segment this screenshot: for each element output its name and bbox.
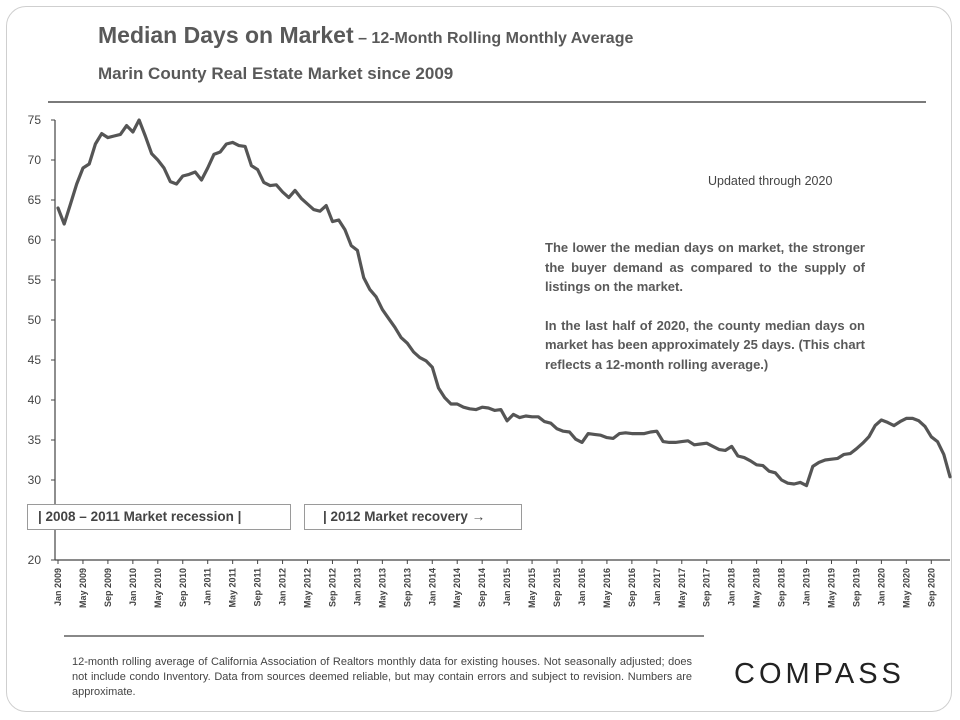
x-tick-label: May 2019	[826, 568, 836, 608]
x-tick-label: Jan 2015	[502, 568, 512, 606]
chart-frame	[6, 6, 952, 712]
y-tick-label: 40	[28, 393, 42, 407]
x-tick-label: Sep 2019	[851, 568, 861, 607]
series-line-median-dom	[56, 118, 952, 488]
x-tick-label: May 2018	[752, 568, 762, 608]
x-tick-label: Jan 2017	[652, 568, 662, 606]
x-tick-label: Jan 2011	[203, 568, 213, 606]
note-paragraph-2: In the last half of 2020, the county med…	[545, 317, 865, 372]
header-divider	[48, 101, 926, 103]
x-tick-label: Jan 2019	[802, 568, 812, 606]
x-tick-label: Jan 2018	[727, 568, 737, 606]
x-tick-label: Jan 2010	[128, 568, 138, 606]
x-axis-ticks: Jan 2009 May 2009 Sep 2009 Jan 2010 May 2010…	[53, 560, 936, 608]
x-tick-label: May 2013	[377, 568, 387, 608]
recovery-label-box: | 2012 Market recovery →	[304, 504, 522, 530]
recession-label-box: | 2008 – 2011 Market recession |	[27, 504, 291, 530]
x-tick-label: May 2016	[602, 568, 612, 608]
x-tick-label: May 2017	[677, 568, 687, 608]
y-tick-label: 30	[28, 473, 42, 487]
x-tick-label: Sep 2017	[702, 568, 712, 607]
x-tick-label: May 2011	[228, 568, 238, 608]
x-tick-label: Sep 2009	[103, 568, 113, 607]
annotation-note: The lower the median days on market, the…	[545, 238, 865, 393]
x-tick-label: Sep 2018	[777, 568, 787, 607]
y-tick-label: 20	[28, 553, 42, 567]
x-tick-label: Sep 2015	[552, 568, 562, 607]
title-sub: – 12-Month Rolling Monthly Average	[353, 30, 634, 47]
y-tick-label: 50	[28, 313, 42, 327]
y-tick-label: 75	[28, 113, 42, 127]
x-tick-label: Jan 2020	[876, 568, 886, 606]
y-tick-label: 70	[28, 153, 42, 167]
y-tick-label: 65	[28, 193, 42, 207]
x-tick-label: May 2012	[303, 568, 313, 608]
x-tick-label: Jan 2012	[278, 568, 288, 606]
x-tick-label: Jan 2016	[577, 568, 587, 606]
updated-label: Updated through 2020	[708, 174, 833, 188]
x-tick-label: May 2014	[452, 568, 462, 608]
chart-subtitle: Marin County Real Estate Market since 20…	[98, 64, 454, 83]
x-tick-label: Sep 2012	[327, 568, 337, 607]
chart-axes	[54, 120, 950, 561]
y-tick-label: 35	[28, 433, 42, 447]
compass-logo: COMPASS	[734, 658, 905, 690]
x-tick-label: Sep 2014	[477, 568, 487, 607]
x-tick-label: May 2020	[901, 568, 911, 608]
y-tick-label: 60	[28, 233, 42, 247]
x-tick-label: Sep 2016	[627, 568, 637, 607]
x-tick-label: May 2009	[78, 568, 88, 608]
x-tick-label: Sep 2013	[402, 568, 412, 607]
x-tick-label: May 2015	[527, 568, 537, 608]
y-axis-ticks: 20 30 35 40 45 50 55 60 65 70 75	[28, 113, 55, 567]
x-tick-label: Jan 2009	[53, 568, 63, 606]
x-tick-label: Sep 2020	[926, 568, 936, 607]
x-tick-label: Sep 2010	[178, 568, 188, 607]
chart-title: Median Days on Market – 12-Month Rolling…	[98, 22, 633, 49]
footer-divider	[64, 635, 704, 637]
x-tick-label: Jan 2014	[427, 568, 437, 606]
y-tick-label: 55	[28, 273, 42, 287]
x-tick-label: Jan 2013	[352, 568, 362, 606]
y-tick-label: 45	[28, 353, 42, 367]
title-main: Median Days on Market	[98, 22, 354, 48]
x-tick-label: Sep 2011	[253, 568, 263, 607]
footnote: 12-month rolling average of California A…	[72, 656, 692, 698]
x-tick-label: May 2010	[153, 568, 163, 608]
note-paragraph-1: The lower the median days on market, the…	[545, 240, 865, 294]
